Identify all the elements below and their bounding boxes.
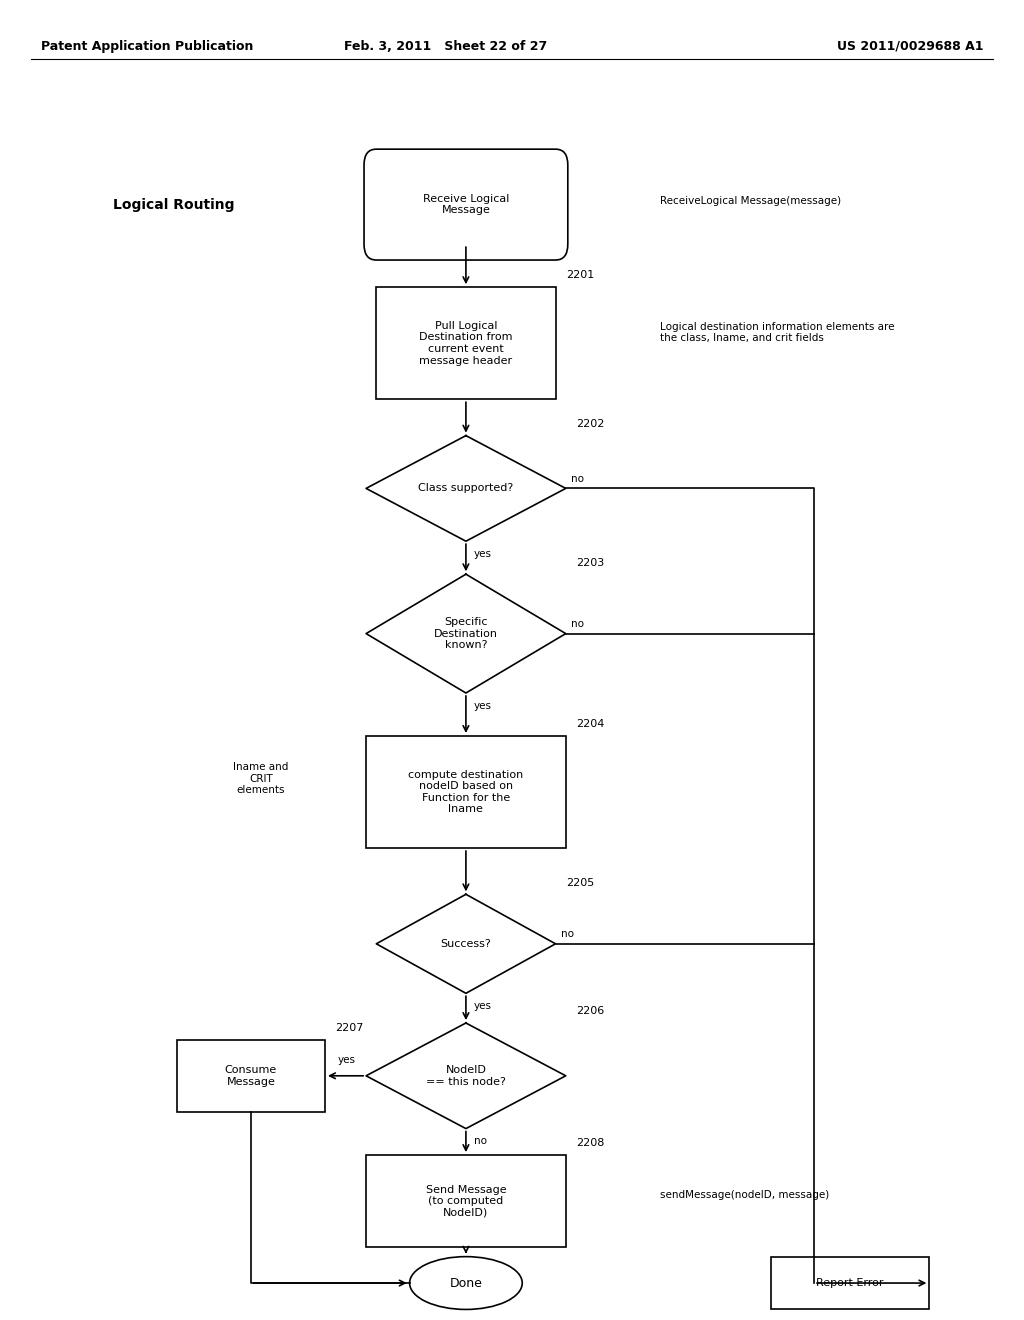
Polygon shape xyxy=(367,436,565,541)
Text: US 2011/0029688 A1: US 2011/0029688 A1 xyxy=(837,40,983,53)
Text: yes: yes xyxy=(474,549,493,560)
Text: Consume
Message: Consume Message xyxy=(224,1065,278,1086)
Text: Logical destination information elements are
the class, lname, and crit fields: Logical destination information elements… xyxy=(660,322,895,343)
Text: Specific
Destination
known?: Specific Destination known? xyxy=(434,616,498,651)
Text: Done: Done xyxy=(450,1276,482,1290)
Text: Patent Application Publication: Patent Application Publication xyxy=(41,40,253,53)
Text: no: no xyxy=(474,1137,487,1147)
Text: Feb. 3, 2011   Sheet 22 of 27: Feb. 3, 2011 Sheet 22 of 27 xyxy=(344,40,547,53)
Text: Pull Logical
Destination from
current event
message header: Pull Logical Destination from current ev… xyxy=(419,321,513,366)
Text: Report Error: Report Error xyxy=(816,1278,884,1288)
Text: 2201: 2201 xyxy=(565,271,594,281)
Text: 2202: 2202 xyxy=(575,418,604,429)
Text: lname and
CRIT
elements: lname and CRIT elements xyxy=(233,762,289,796)
Text: yes: yes xyxy=(338,1055,356,1065)
Text: 2207: 2207 xyxy=(336,1023,364,1032)
Text: NodeID
== this node?: NodeID == this node? xyxy=(426,1065,506,1086)
Text: 2204: 2204 xyxy=(575,719,604,729)
Bar xyxy=(367,737,565,847)
Text: 2208: 2208 xyxy=(575,1138,604,1148)
Ellipse shape xyxy=(410,1257,522,1309)
Text: sendMessage(nodeID, message): sendMessage(nodeID, message) xyxy=(660,1189,829,1200)
Text: yes: yes xyxy=(474,1001,493,1011)
Text: 2206: 2206 xyxy=(575,1006,604,1016)
Text: 2207: 2207 xyxy=(466,98,495,108)
Text: Logical Routing: Logical Routing xyxy=(114,198,234,211)
Text: ReceiveLogical Message(message): ReceiveLogical Message(message) xyxy=(660,195,842,206)
Bar xyxy=(176,1040,326,1111)
Polygon shape xyxy=(367,574,565,693)
Bar xyxy=(377,286,555,399)
Polygon shape xyxy=(367,1023,565,1129)
Text: 2205: 2205 xyxy=(565,878,594,888)
Text: Send Message
(to computed
NodeID): Send Message (to computed NodeID) xyxy=(426,1184,506,1218)
Text: Class supported?: Class supported? xyxy=(418,483,514,494)
Text: no: no xyxy=(571,619,584,630)
Bar xyxy=(770,1257,930,1309)
Text: no: no xyxy=(561,929,573,940)
Bar xyxy=(367,1155,565,1247)
Text: Success?: Success? xyxy=(440,939,492,949)
FancyBboxPatch shape xyxy=(365,149,567,260)
Text: compute destination
nodeID based on
Function for the
lname: compute destination nodeID based on Func… xyxy=(409,770,523,814)
Text: Receive Logical
Message: Receive Logical Message xyxy=(423,194,509,215)
Polygon shape xyxy=(377,895,555,993)
Text: 2203: 2203 xyxy=(575,557,604,568)
Text: no: no xyxy=(571,474,584,484)
Text: yes: yes xyxy=(474,701,493,711)
